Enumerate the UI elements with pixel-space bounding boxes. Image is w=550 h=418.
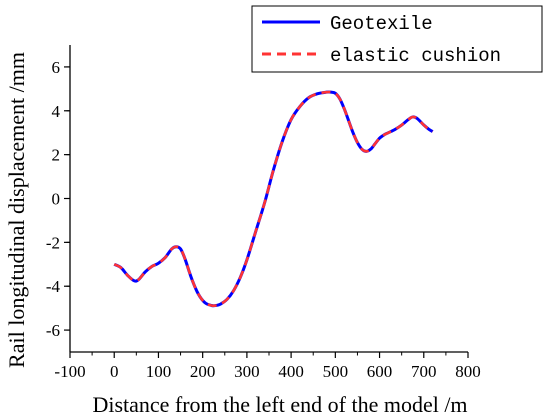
x-tick-label: 500 (323, 362, 349, 381)
legend: Geotexile elastic cushion (251, 5, 543, 73)
y-tick-label: 0 (52, 190, 61, 209)
x-tick-label: 600 (367, 362, 393, 381)
y-tick-label: 2 (52, 146, 61, 165)
y-tick-label: -2 (46, 233, 60, 252)
y-tick-label: -6 (46, 321, 60, 340)
legend-label-elastic-cushion: elastic cushion (330, 45, 501, 67)
x-tick-label: 0 (110, 362, 119, 381)
legend-box (251, 5, 543, 73)
x-tick-label: 400 (278, 362, 304, 381)
series-line-elastic-cushion (113, 90, 434, 308)
x-tick-label: 800 (455, 362, 481, 381)
series-line-geotexile (113, 90, 434, 308)
x-tick-label: 200 (190, 362, 216, 381)
legend-label-geotexile: Geotexile (330, 13, 433, 35)
series-layer (113, 90, 434, 308)
y-axis-title: Rail longitudinal displacement /mm (4, 52, 29, 368)
x-tick-label: 300 (234, 362, 260, 381)
x-tick-label: -100 (54, 362, 85, 381)
x-tick-label: 700 (411, 362, 437, 381)
y-tick-label: 6 (52, 58, 61, 77)
axes-layer: -100 0 100 200 300 400 500 600 700 800 -6 -4 -2 0 2 4 6 (46, 45, 481, 381)
x-axis-title: Distance from the left end of the model … (92, 392, 467, 417)
x-tick-label: 100 (146, 362, 172, 381)
y-tick-label: -4 (46, 277, 61, 296)
y-tick-label: 4 (52, 102, 61, 121)
